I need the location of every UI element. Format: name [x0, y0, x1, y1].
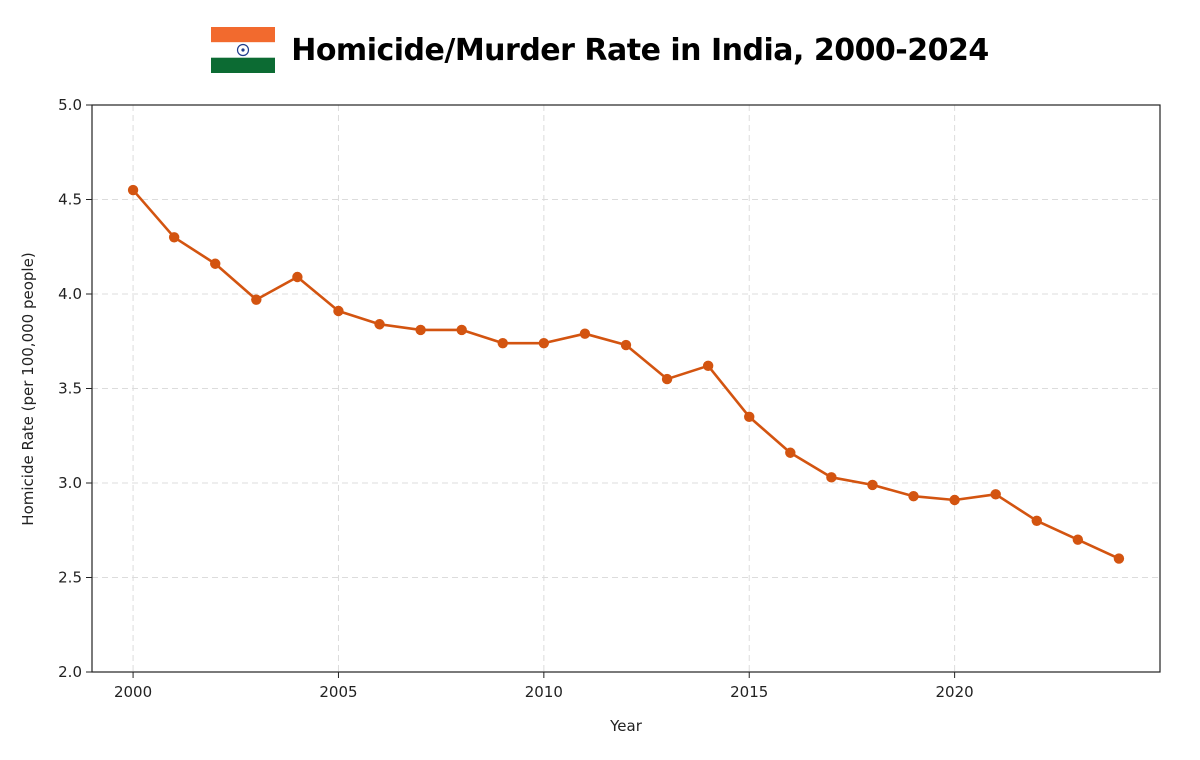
data-point [867, 479, 878, 491]
data-point [497, 337, 508, 349]
x-tick-label: 2000 [114, 683, 152, 701]
x-tick-label: 2020 [936, 683, 974, 701]
data-point [826, 472, 837, 483]
series-line [132, 189, 1120, 560]
data-point [415, 324, 426, 336]
data-point [456, 324, 467, 336]
y-tick-label: 3.0 [58, 474, 82, 492]
data-point [1072, 534, 1084, 545]
data-point [990, 489, 1001, 500]
flag-saffron-stripe [211, 27, 276, 43]
data-point [785, 447, 796, 458]
y-tick-label: 4.0 [58, 285, 82, 303]
data-point [538, 337, 550, 349]
flag-green-stripe [211, 57, 276, 73]
flag-chakra-hub [241, 48, 245, 52]
x-axis-title: Year [609, 717, 643, 735]
data-point [908, 491, 919, 502]
y-tick-label: 2.5 [58, 569, 82, 587]
data-point [949, 494, 960, 506]
y-tick-label: 3.5 [58, 380, 82, 398]
data-point [127, 184, 139, 196]
chart-title: Homicide/Murder Rate in India, 2000-2024 [291, 32, 989, 68]
data-point [292, 271, 303, 283]
india-flag-icon [211, 27, 276, 73]
data-point [168, 232, 180, 243]
data-point [251, 294, 262, 305]
y-axis-title: Homicide Rate (per 100,000 people) [19, 252, 37, 525]
series-layer [127, 184, 1125, 564]
ticks-layer: 2.0 2.5 3.0 3.5 4.0 4.5 5.0 2000 2005 2010 2015 202… [58, 96, 974, 701]
y-tick-label: 2.0 [58, 663, 82, 681]
data-point [620, 339, 632, 351]
x-tick-label: 2005 [319, 683, 357, 701]
chart-header: Homicide/Murder Rate in India, 2000-2024 [0, 22, 1200, 78]
y-tick-label: 4.5 [58, 191, 82, 209]
data-point [579, 328, 591, 339]
data-point [744, 411, 755, 423]
data-point [1031, 515, 1042, 526]
y-tick-label: 5.0 [58, 96, 82, 114]
data-point [374, 319, 385, 330]
flag-chakra [237, 43, 250, 57]
data-point [333, 305, 344, 317]
x-tick-label: 2010 [525, 683, 563, 701]
data-point [210, 258, 221, 269]
data-point [661, 373, 673, 385]
data-point [1113, 553, 1125, 564]
data-point [702, 360, 714, 372]
x-tick-label: 2015 [730, 683, 768, 701]
grid-layer [92, 104, 1160, 673]
